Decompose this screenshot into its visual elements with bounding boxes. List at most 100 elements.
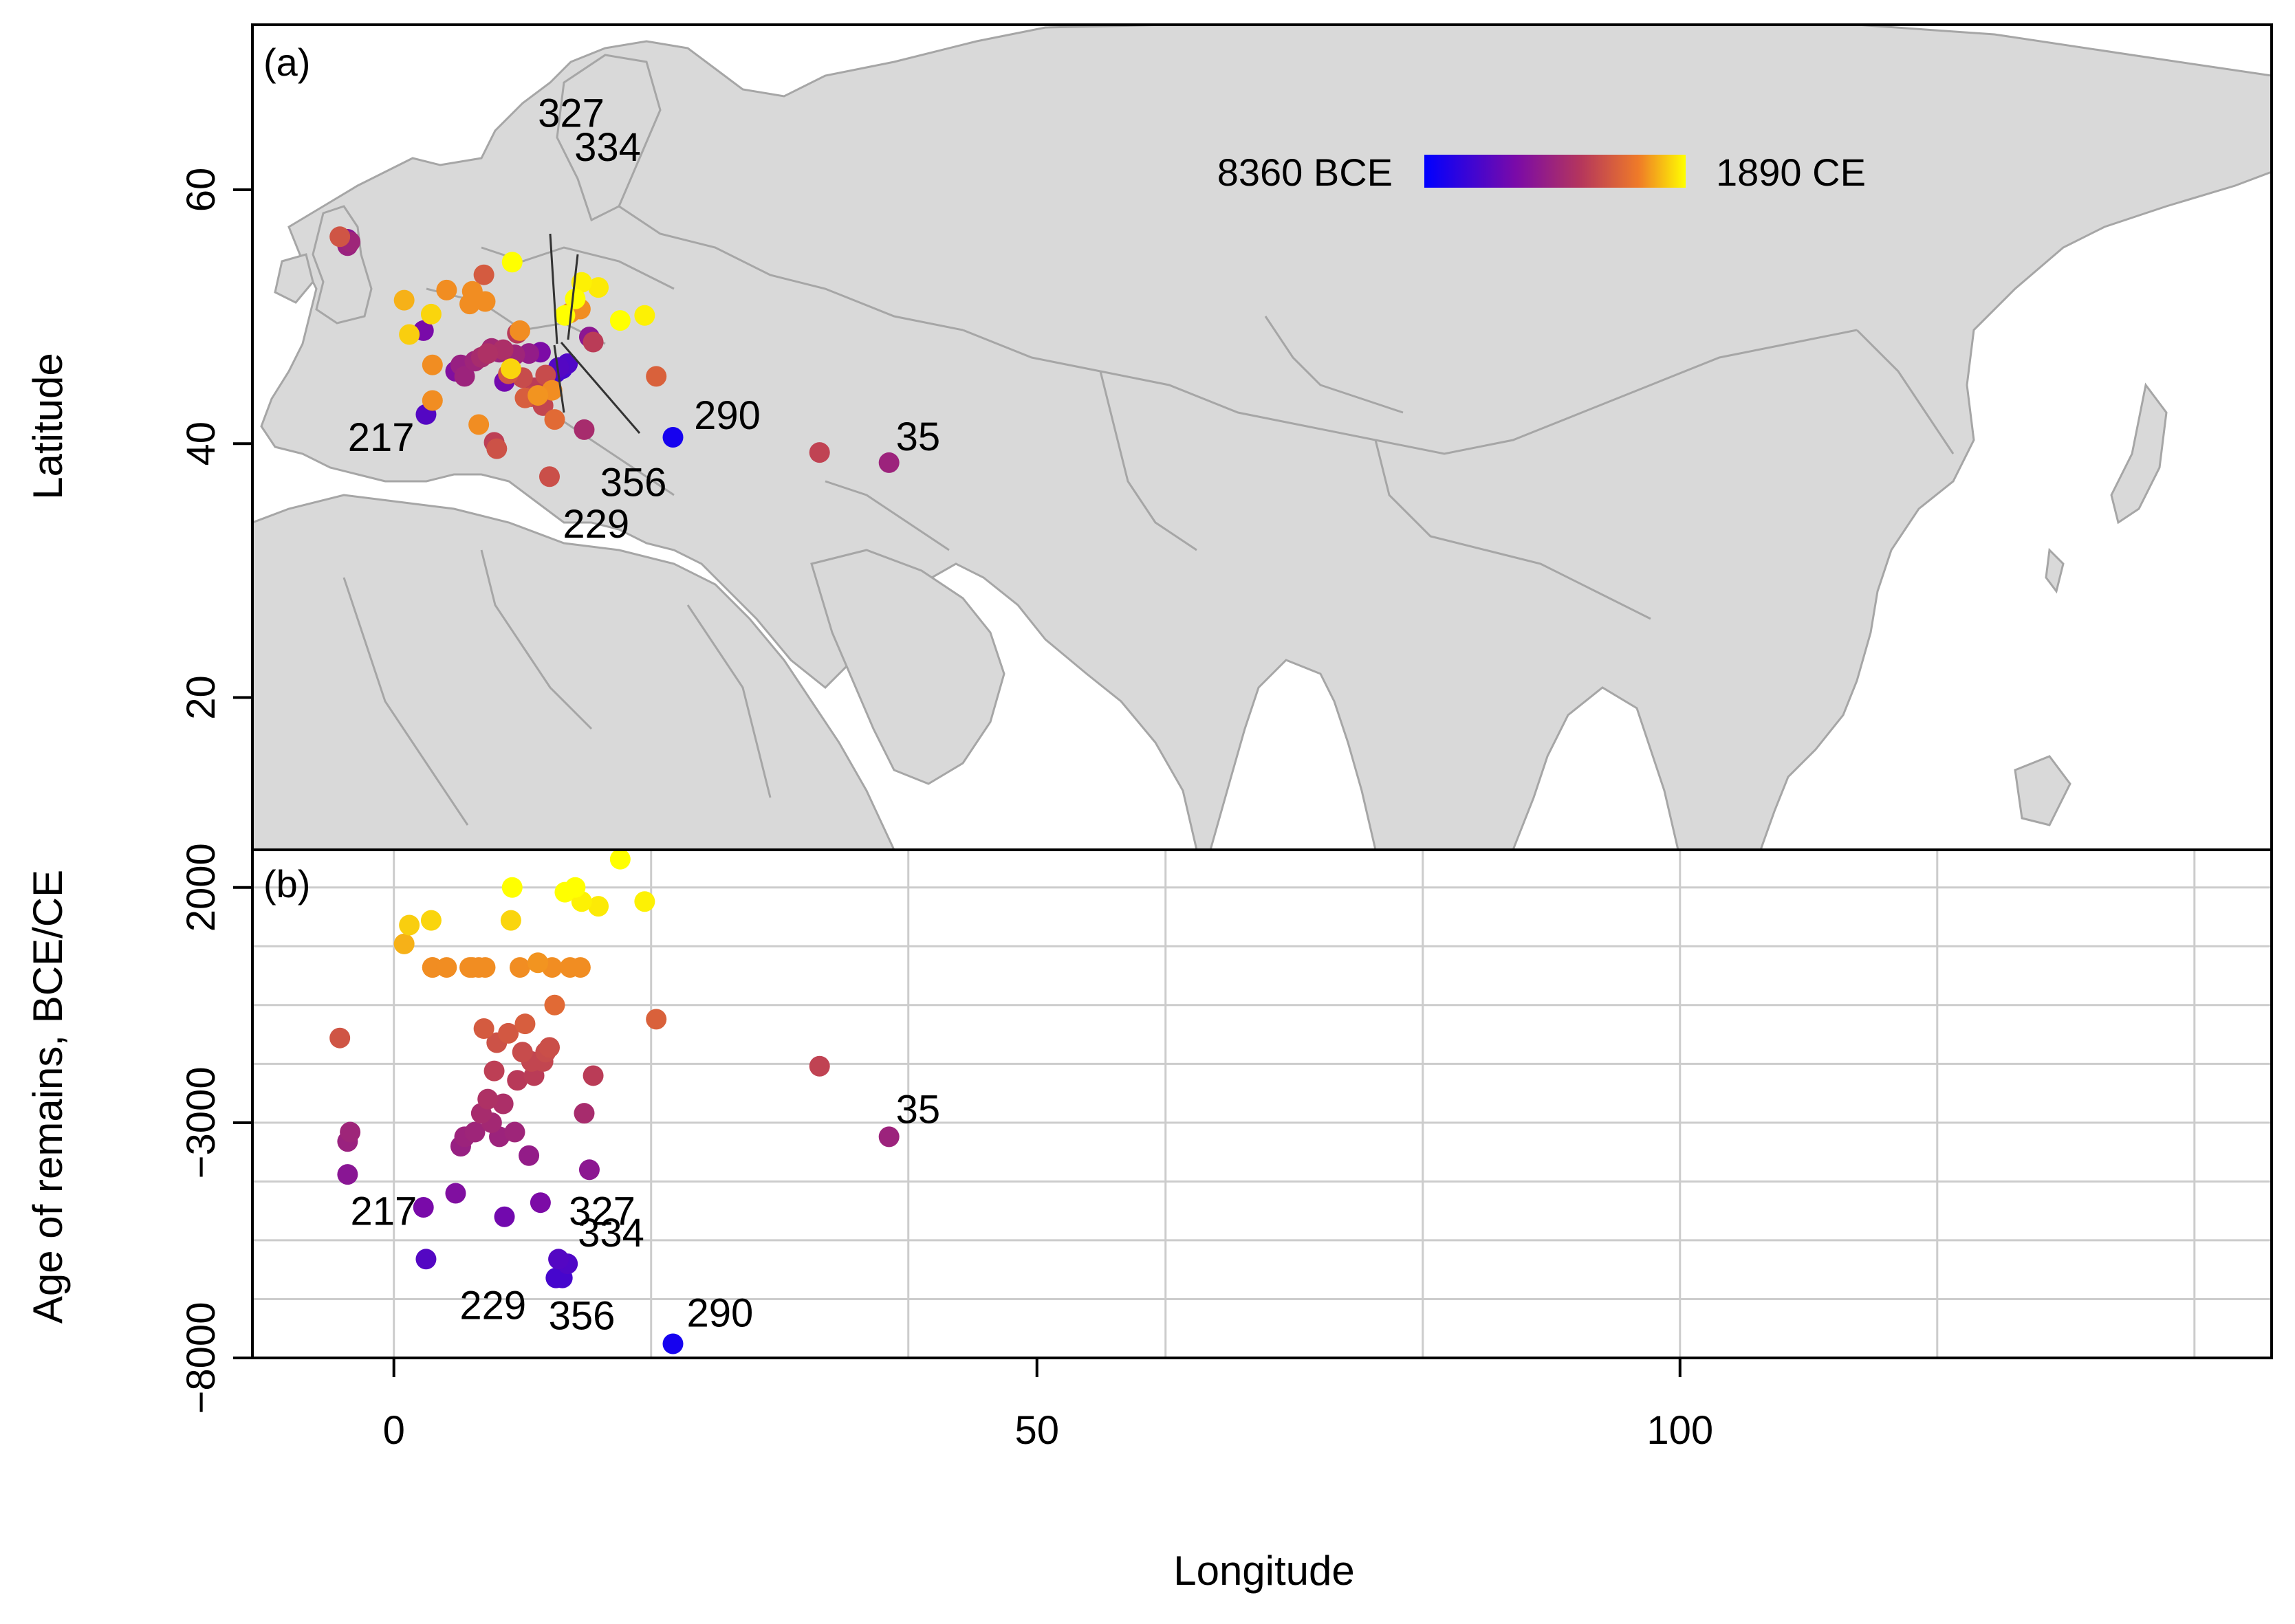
- map-point: [809, 442, 830, 463]
- age-point-label-217: 217: [350, 1189, 417, 1233]
- panel-b-y-tick-label: 2000: [179, 843, 224, 932]
- age-point: [609, 850, 631, 870]
- age-point: [578, 1159, 600, 1181]
- age-point: [565, 877, 586, 898]
- age-point: [569, 957, 591, 978]
- age-point-label-356: 356: [549, 1294, 616, 1339]
- age-point: [445, 1183, 466, 1204]
- map-point: [634, 305, 655, 326]
- age-point: [509, 957, 530, 978]
- colorbar-max-label: 1890 CE: [1716, 151, 1866, 194]
- panel-a-tag: (a): [263, 41, 310, 84]
- panel-a-y-tick-label: 20: [179, 675, 224, 720]
- map-point: [420, 303, 442, 325]
- age-point: [477, 1088, 499, 1110]
- map-point: [583, 331, 604, 353]
- age-point: [436, 957, 457, 978]
- age-point: [500, 910, 521, 931]
- age-point-label-229: 229: [459, 1284, 526, 1328]
- panel-b-y-axis: −8000 −3000 2000: [179, 843, 252, 1414]
- map-point: [509, 320, 530, 341]
- age-point: [512, 1042, 533, 1063]
- panel-a-points: [329, 226, 900, 487]
- age-point-label-35: 35: [896, 1087, 941, 1132]
- map-point-label-334: 334: [574, 125, 641, 170]
- panel-b-background: [252, 850, 2272, 1358]
- age-point: [413, 1197, 434, 1218]
- age-point: [574, 1103, 595, 1124]
- map-point: [454, 366, 475, 387]
- colorbar-gradient: [1424, 155, 1686, 188]
- age-point: [329, 1027, 351, 1049]
- map-point: [565, 288, 586, 309]
- age-point: [514, 1013, 536, 1035]
- map-point-label-217: 217: [348, 415, 415, 460]
- map-point: [574, 419, 595, 440]
- panel-b-y-tick-label: −3000: [179, 1066, 224, 1178]
- age-point-label-290: 290: [687, 1291, 754, 1335]
- map-point: [539, 466, 560, 487]
- map-point: [571, 272, 592, 293]
- map-point: [544, 409, 565, 430]
- age-point: [464, 1121, 486, 1143]
- age-point: [809, 1055, 830, 1077]
- age-point: [393, 933, 415, 954]
- map-point: [646, 366, 667, 387]
- panel-a-y-axis: 20 40 60: [179, 168, 252, 720]
- age-point: [539, 1037, 560, 1058]
- age-point: [527, 952, 549, 974]
- age-point: [646, 1009, 667, 1030]
- age-point: [415, 1249, 437, 1270]
- age-point: [475, 957, 496, 978]
- panel-b-tag: (b): [263, 862, 310, 906]
- age-point: [530, 1192, 551, 1214]
- age-point: [420, 910, 442, 931]
- x-tick-label: 50: [1014, 1408, 1059, 1453]
- age-point: [422, 957, 443, 978]
- age-point-label-327: 327: [569, 1189, 635, 1233]
- age-point: [399, 914, 420, 936]
- age-point: [507, 1070, 528, 1091]
- map-point: [662, 427, 684, 448]
- panel-b-grid: [252, 850, 2272, 1358]
- age-point: [498, 1022, 519, 1044]
- colorbar-min-label: 8360 BCE: [1217, 151, 1393, 194]
- map-point-label-327: 327: [538, 91, 605, 135]
- map-point: [473, 264, 494, 285]
- map-point: [422, 390, 443, 411]
- map-point: [475, 291, 496, 312]
- age-point: [501, 877, 523, 898]
- map-point: [878, 452, 900, 473]
- map-point: [486, 438, 508, 459]
- age-point: [483, 1060, 505, 1082]
- age-point: [878, 1126, 900, 1148]
- age-point: [548, 1249, 569, 1270]
- map-point: [393, 289, 415, 311]
- map-point: [500, 358, 521, 380]
- age-point: [504, 1121, 525, 1143]
- age-point: [340, 1121, 361, 1143]
- map-point-label-290: 290: [694, 393, 761, 438]
- map-point: [329, 226, 351, 248]
- panel-b-y-axis-title: Age of remains, BCE/CE: [25, 870, 71, 1324]
- age-point: [634, 891, 655, 912]
- colorbar: 8360 BCE 1890 CE: [1217, 151, 1866, 194]
- panel-b-points: [329, 850, 900, 1354]
- x-tick-label: 100: [1646, 1408, 1713, 1453]
- age-point: [544, 994, 565, 1016]
- panel-a-y-tick-label: 60: [179, 168, 224, 212]
- age-point: [337, 1164, 358, 1185]
- map-point: [468, 414, 490, 435]
- panel-a-y-tick-label: 40: [179, 421, 224, 466]
- map-point: [477, 343, 499, 364]
- map-point-label-35: 35: [896, 415, 941, 459]
- x-tick-label: 0: [383, 1408, 405, 1453]
- map-point: [399, 324, 420, 345]
- age-point: [583, 1065, 604, 1086]
- age-point: [519, 1145, 540, 1166]
- map-point: [588, 277, 609, 298]
- panel-b-annotations: 35 327 217 334 229 356 290: [350, 1087, 940, 1338]
